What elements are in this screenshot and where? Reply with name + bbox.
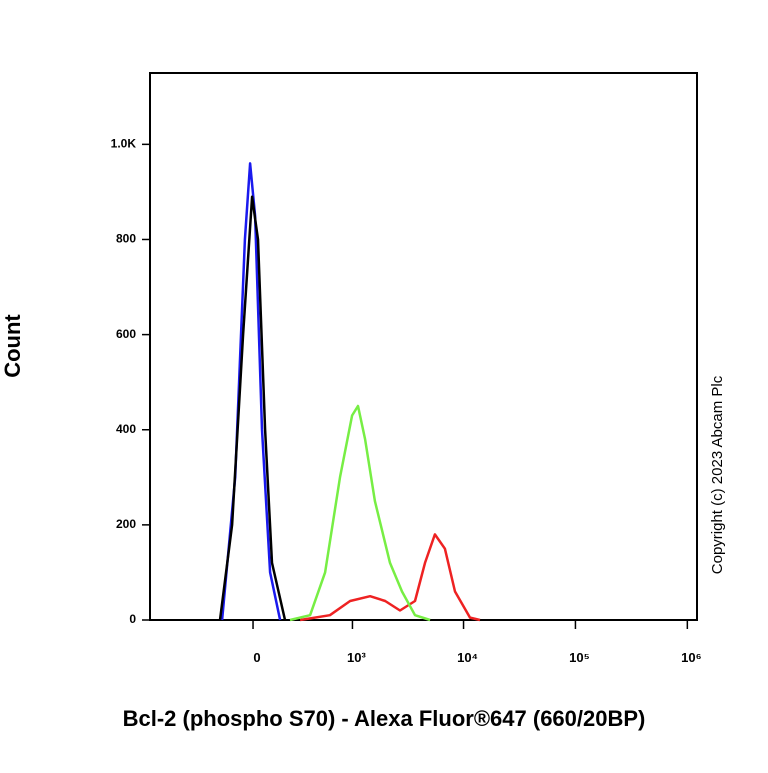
x-axis-label: Bcl-2 (phospho S70) - Alexa Fluor®647 (6… (123, 706, 646, 731)
y-tick-label: 800 (116, 232, 136, 246)
y-tick-label: 600 (116, 327, 136, 341)
x-tick-label: 10⁶ (681, 650, 701, 665)
histogram-line (299, 533, 481, 622)
y-tick-label: 0 (129, 612, 136, 626)
plot-frame (149, 72, 698, 621)
x-tick-label: 10⁵ (569, 650, 590, 665)
x-tick-label: 10³ (347, 650, 366, 665)
copyright: Copyright (c) 2023 Abcam Plc (709, 375, 726, 574)
histogram-line (218, 195, 287, 621)
y-tick-label: 400 (116, 422, 136, 436)
y-axis-label: Count (0, 314, 25, 378)
x-tick-label: 0 (253, 650, 260, 665)
x-tick-label: 10⁴ (457, 650, 478, 665)
y-tick-label: 200 (116, 517, 136, 531)
y-tick-label: 1.0K (111, 137, 137, 151)
histogram-line (289, 404, 431, 622)
